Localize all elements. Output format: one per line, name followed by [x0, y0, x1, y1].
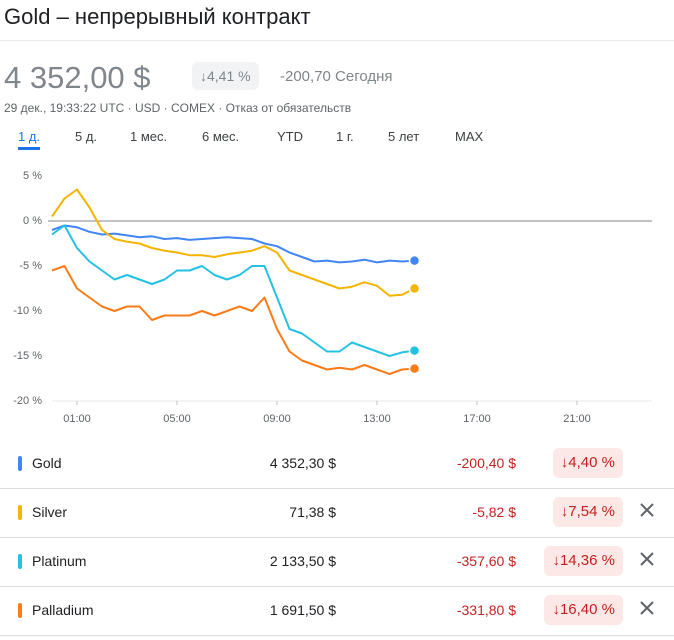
change-pill: ↓7,54 % — [552, 497, 623, 527]
name: Palladium — [32, 602, 94, 618]
end-dot — [408, 282, 421, 295]
y-tick-label: -20 % — [13, 395, 42, 407]
y-tick-label: -10 % — [13, 305, 42, 317]
tab[interactable]: 1 г. — [336, 129, 354, 144]
remove-button[interactable] — [636, 597, 658, 619]
series-line — [51, 188, 415, 297]
x-tick-label: 17:00 — [463, 413, 491, 425]
price: 4 352,30 $ — [269, 455, 336, 471]
remove-button[interactable] — [636, 548, 658, 570]
x-tick-label: 05:00 — [163, 413, 191, 425]
change-pill: ↓14,36 % — [544, 546, 623, 576]
change: -357,60 $ — [456, 553, 516, 569]
change-pct: 4,41 % — [207, 68, 251, 84]
change: -200,40 $ — [456, 455, 516, 471]
x-tick-label: 13:00 — [363, 413, 391, 425]
y-tick-label: 5 % — [23, 170, 42, 182]
series-line — [51, 224, 415, 357]
change-pill: ↓16,40 % — [544, 595, 623, 625]
series-marker — [18, 456, 22, 471]
period: Сегодня — [335, 68, 393, 85]
change-pill: ↓4,40 % — [552, 448, 623, 478]
series-marker — [18, 603, 22, 618]
table-row: Gold 4 352,30 $ -200,40 $ ↓4,40 % — [0, 439, 674, 489]
y-tick-label: 0 % — [23, 215, 42, 227]
series-line — [51, 265, 415, 375]
close-icon — [640, 601, 654, 615]
price: 1 691,50 $ — [269, 602, 336, 618]
tab[interactable]: 1 д. — [18, 129, 41, 150]
change-pct: 14,36 % — [559, 552, 615, 569]
title: Gold – непрерывный контракт — [4, 4, 311, 29]
y-tick-label: -5 % — [19, 260, 42, 272]
price: 2 133,50 $ — [269, 553, 336, 569]
x-tick-label: 21:00 — [563, 413, 591, 425]
name: Platinum — [32, 553, 87, 569]
end-dot — [408, 362, 421, 375]
change-pill: ↓4,41 % — [192, 62, 259, 90]
series-marker — [18, 505, 22, 520]
tab[interactable]: MAX — [455, 129, 484, 144]
change: -331,80 $ — [456, 602, 516, 618]
x-tick-label: 09:00 — [263, 413, 291, 425]
tab[interactable]: 6 мес. — [202, 129, 240, 144]
table-row: Palladium 1 691,50 $ -331,80 $ ↓16,40 % — [0, 586, 674, 636]
change-pct: 7,54 % — [568, 503, 615, 520]
chart: 5 % 0 % -5 % -10 % -15 % -20 % 01:00 05:00 09:00… — [13, 170, 652, 425]
series-marker — [18, 554, 22, 569]
change-abs: -200,70 — [280, 68, 331, 85]
change: -200,70 Сегодня — [280, 68, 393, 85]
end-dot — [408, 344, 421, 357]
table: Gold 4 352,30 $ -200,40 $ ↓4,40 % Silver 71,3… — [0, 439, 674, 639]
name: Silver — [32, 504, 68, 520]
tab[interactable]: 5 д. — [75, 129, 98, 144]
change-pct: 16,40 % — [559, 601, 615, 618]
tab[interactable]: YTD — [277, 129, 303, 144]
change-pct: 4,40 % — [568, 454, 615, 471]
series-line — [51, 224, 415, 264]
tab[interactable]: 1 мес. — [130, 129, 168, 144]
remove-button[interactable] — [636, 499, 658, 521]
end-dot — [408, 254, 421, 267]
price: 71,38 $ — [289, 504, 336, 520]
change: -5,82 $ — [472, 504, 516, 520]
divider — [0, 40, 674, 41]
y-tick-label: -15 % — [13, 350, 42, 362]
close-icon — [640, 552, 654, 566]
x-tick-label: 01:00 — [63, 413, 91, 425]
meta: 29 дек., 19:33:22 UTC · USD · COMEX · От… — [4, 101, 352, 115]
table-row: Silver 71,38 $ -5,82 $ ↓7,54 % — [0, 488, 674, 538]
name: Gold — [32, 455, 62, 471]
tab[interactable]: 5 лет — [388, 129, 420, 144]
table-row: Platinum 2 133,50 $ -357,60 $ ↓14,36 % — [0, 537, 674, 587]
close-icon — [640, 503, 654, 517]
price: 4 352,00 $ — [4, 60, 151, 95]
